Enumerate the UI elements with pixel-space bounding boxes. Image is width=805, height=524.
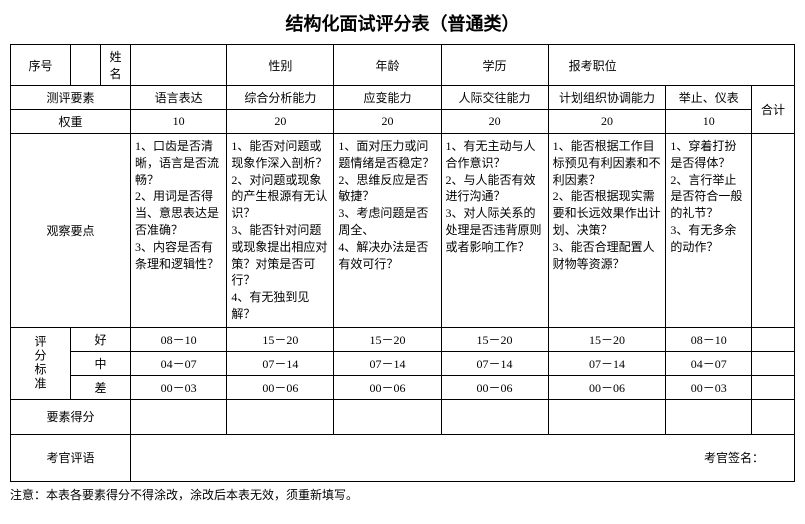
mid-3: 07－14 [441, 351, 548, 375]
edu-cell: 学历 [441, 45, 548, 86]
gender-cell: 性别 [227, 45, 334, 86]
criteria-1: 综合分析能力 [227, 86, 334, 110]
signature-label: 考官签名： [704, 451, 764, 465]
page-title: 结构化面试评分表（普通类） [10, 10, 795, 36]
score-3 [441, 399, 548, 434]
bad-0: 00－03 [130, 375, 226, 399]
observe-4: 1、能否根据工作目标预见有利因素和不利因素？ 2、能否根据现实需要和长远效果作出… [548, 134, 666, 328]
observe-3: 1、有无主动与人合作意识？ 2、与人能否有效进行沟通？ 3、对人际关系的处理是否… [441, 134, 548, 328]
bad-5: 00－03 [666, 375, 752, 399]
criteria-0: 语言表达 [130, 86, 226, 110]
label-position: 报考职位 [569, 59, 617, 73]
observe-5: 1、穿着打扮是否得体？ 2、言行举止是否符合一般的礼节？ 3、有无多余的动作？ [666, 134, 752, 328]
label-examiner-comment: 考官评语 [11, 434, 131, 481]
criteria-4: 计划组织协调能力 [548, 86, 666, 110]
signature-area: 考官签名： [130, 434, 794, 481]
label-age: 年龄 [375, 59, 399, 73]
score-5 [666, 399, 752, 434]
good-4: 15－20 [548, 327, 666, 351]
mid-5: 04－07 [666, 351, 752, 375]
criteria-3: 人际交往能力 [441, 86, 548, 110]
total-observe-blank [752, 134, 795, 328]
label-mid: 中 [70, 351, 130, 375]
footer-note: 注意：本表各要素得分不得涂改，涂改后本表无效，须重新填写。 [10, 486, 795, 503]
bad-3: 00－06 [441, 375, 548, 399]
label-element-score: 要素得分 [11, 399, 131, 434]
weight-3: 20 [441, 110, 548, 134]
observe-1: 1、能否对问题或现象作深入剖析？ 2、对问题或现象的产生根源有无认识？ 3、能否… [227, 134, 334, 328]
bad-4: 00－06 [548, 375, 666, 399]
label-name: 姓名 [100, 45, 130, 86]
weight-2: 20 [334, 110, 441, 134]
good-5: 08－10 [666, 327, 752, 351]
age-cell: 年龄 [334, 45, 441, 86]
observe-0: 1、口齿是否清晰，语言是否流畅？ 2、用词是否得当、意思表达是否准确？ 3、内容… [130, 134, 226, 328]
position-cell: 报考职位 [548, 45, 794, 86]
score-4 [548, 399, 666, 434]
total-good-blank [752, 327, 795, 351]
label-gender: 性别 [268, 59, 292, 73]
label-bad: 差 [70, 375, 130, 399]
total-mid-blank [752, 351, 795, 375]
weight-4: 20 [548, 110, 666, 134]
mid-0: 04－07 [130, 351, 226, 375]
good-2: 15－20 [334, 327, 441, 351]
label-observe: 观察要点 [11, 134, 131, 328]
mid-2: 07－14 [334, 351, 441, 375]
score-0 [130, 399, 226, 434]
score-1 [227, 399, 334, 434]
weight-1: 20 [227, 110, 334, 134]
value-seq [70, 45, 100, 86]
label-seq: 序号 [11, 45, 71, 86]
total-score-blank [752, 399, 795, 434]
label-grade-group: 评分标准 [11, 327, 71, 399]
label-criteria: 测评要素 [11, 86, 131, 110]
good-0: 08－10 [130, 327, 226, 351]
scoring-table: 序号 姓名 性别 年龄 学历 报考职位 测评要素 语言表达 综合分析能力 应变能… [10, 44, 795, 482]
observe-2: 1、面对压力或问题情绪是否稳定？ 2、思维反应是否敏捷？ 3、考虑问题是否周全、… [334, 134, 441, 328]
weight-5: 10 [666, 110, 752, 134]
good-1: 15－20 [227, 327, 334, 351]
label-edu: 学历 [483, 59, 507, 73]
total-bad-blank [752, 375, 795, 399]
label-weight: 权重 [11, 110, 131, 134]
criteria-5: 举止、仪表 [666, 86, 752, 110]
mid-1: 07－14 [227, 351, 334, 375]
bad-1: 00－06 [227, 375, 334, 399]
value-name [130, 45, 226, 86]
label-good: 好 [70, 327, 130, 351]
score-2 [334, 399, 441, 434]
good-3: 15－20 [441, 327, 548, 351]
weight-0: 10 [130, 110, 226, 134]
label-total: 合计 [752, 86, 795, 134]
mid-4: 07－14 [548, 351, 666, 375]
bad-2: 00－06 [334, 375, 441, 399]
criteria-2: 应变能力 [334, 86, 441, 110]
